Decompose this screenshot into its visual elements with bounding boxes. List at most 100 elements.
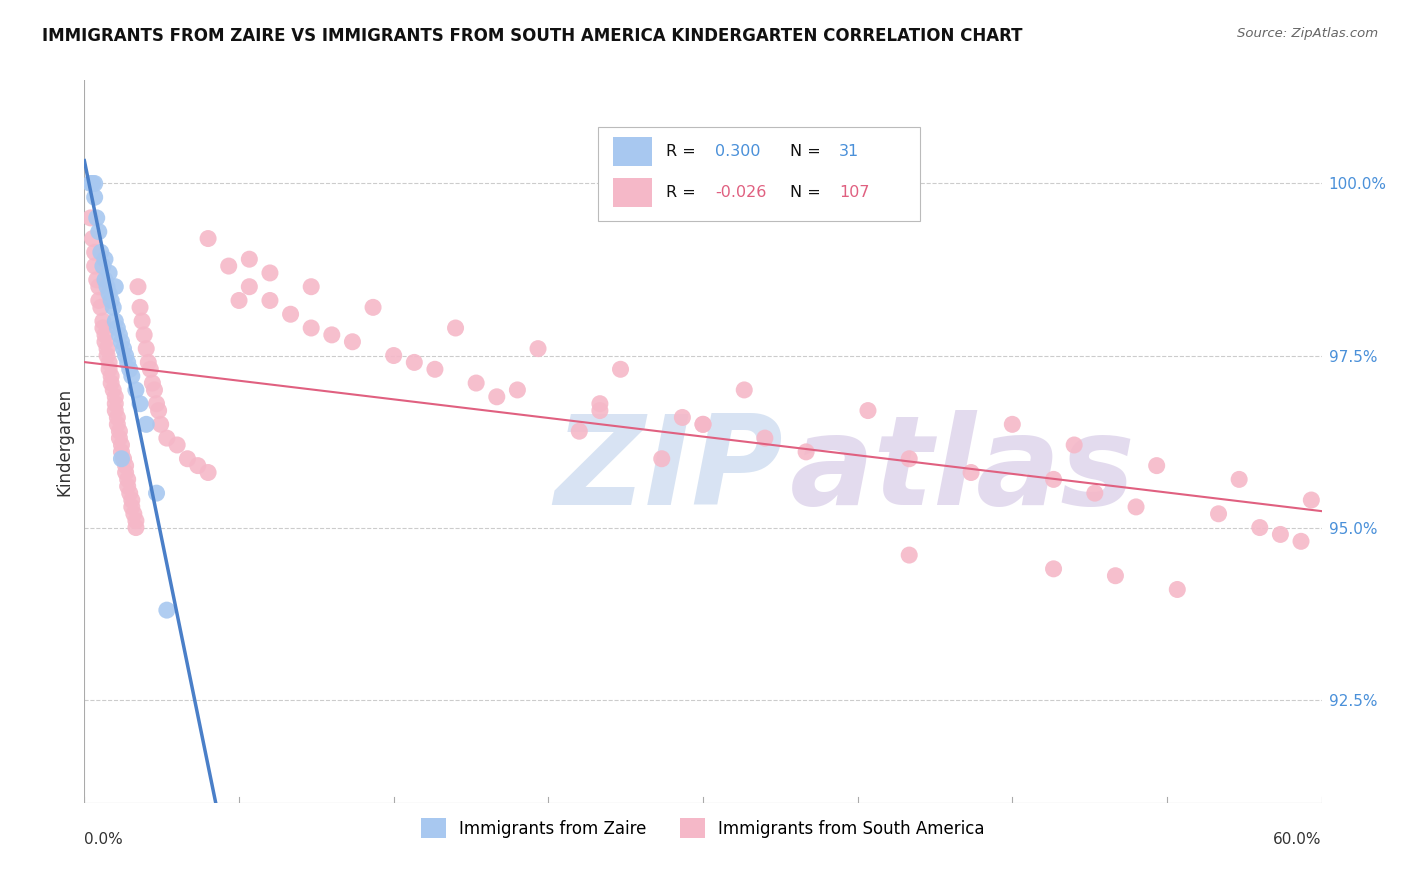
Point [79,211,101,225]
Point [321,327,343,342]
Text: 31: 31 [839,144,859,159]
Point [103,301,125,315]
Point [83,245,105,260]
Point [94,327,117,342]
Bar [613,178,652,207]
Point [139,362,162,376]
Point [110,334,132,349]
Point [423,362,446,376]
Point [135,342,157,356]
Point [110,438,132,452]
Point [1084,486,1107,500]
Point [692,417,714,432]
Text: IMMIGRANTS FROM ZAIRE VS IMMIGRANTS FROM SOUTH AMERICA KINDERGARTEN CORRELATION : IMMIGRANTS FROM ZAIRE VS IMMIGRANTS FROM… [42,27,1022,45]
Point [98,362,121,376]
Point [465,376,488,390]
Point [651,451,673,466]
Y-axis label: Kindergarten: Kindergarten [55,387,73,496]
Point [145,486,167,500]
Text: 107: 107 [839,185,869,200]
Point [104,279,127,293]
Point [104,397,127,411]
Point [568,424,591,438]
Point [94,334,117,349]
Point [1125,500,1147,514]
Point [794,445,817,459]
Point [609,362,631,376]
Point [733,383,755,397]
Point [105,410,128,425]
Point [149,417,172,432]
Point [96,342,118,356]
Point [108,424,131,438]
Point [118,362,141,376]
Point [238,279,260,293]
Point [96,349,118,363]
Text: atlas: atlas [790,410,1136,531]
Text: 60.0%: 60.0% [1274,831,1322,847]
Point [117,472,139,486]
Point [382,349,405,363]
Text: N =: N = [790,185,825,200]
Text: R =: R = [666,144,700,159]
Point [238,252,260,267]
Point [100,293,122,308]
Point [856,403,879,417]
Point [114,458,136,473]
Point [148,403,170,417]
Point [108,431,131,445]
Point [1289,534,1312,549]
Point [98,355,121,369]
Point [98,266,121,280]
Point [960,466,983,480]
Point [1208,507,1230,521]
Point [104,403,127,417]
Point [90,245,112,260]
Point [1270,527,1292,541]
Point [110,451,132,466]
Point [127,279,149,293]
Point [141,376,163,390]
Point [754,431,776,445]
Point [1166,582,1188,597]
Point [527,342,550,356]
Text: 0.300: 0.300 [716,144,761,159]
Point [1104,568,1126,582]
Point [114,466,136,480]
Point [122,507,145,521]
Point [118,486,141,500]
Legend: Immigrants from Zaire, Immigrants from South America: Immigrants from Zaire, Immigrants from S… [415,812,991,845]
Point [589,397,612,411]
Point [1301,493,1323,508]
Point [506,383,529,397]
Point [898,548,921,562]
Point [145,397,167,411]
Text: Source: ZipAtlas.com: Source: ZipAtlas.com [1237,27,1378,40]
Point [125,514,148,528]
Point [108,327,131,342]
Point [91,259,114,273]
Point [280,307,302,321]
Point [197,231,219,245]
Point [90,301,112,315]
Point [131,314,153,328]
Text: ZIP: ZIP [554,410,783,531]
Point [121,493,143,508]
Point [692,417,714,432]
Point [103,383,125,397]
Point [117,355,139,369]
Point [86,273,108,287]
Point [671,410,693,425]
Point [121,500,143,514]
Point [82,231,104,245]
Point [136,355,159,369]
Point [104,314,127,328]
Point [100,376,122,390]
Text: 0.0%: 0.0% [84,831,124,847]
Point [259,293,281,308]
Point [1001,417,1024,432]
Point [117,479,139,493]
Point [898,451,921,466]
Point [176,451,198,466]
Point [299,279,322,293]
